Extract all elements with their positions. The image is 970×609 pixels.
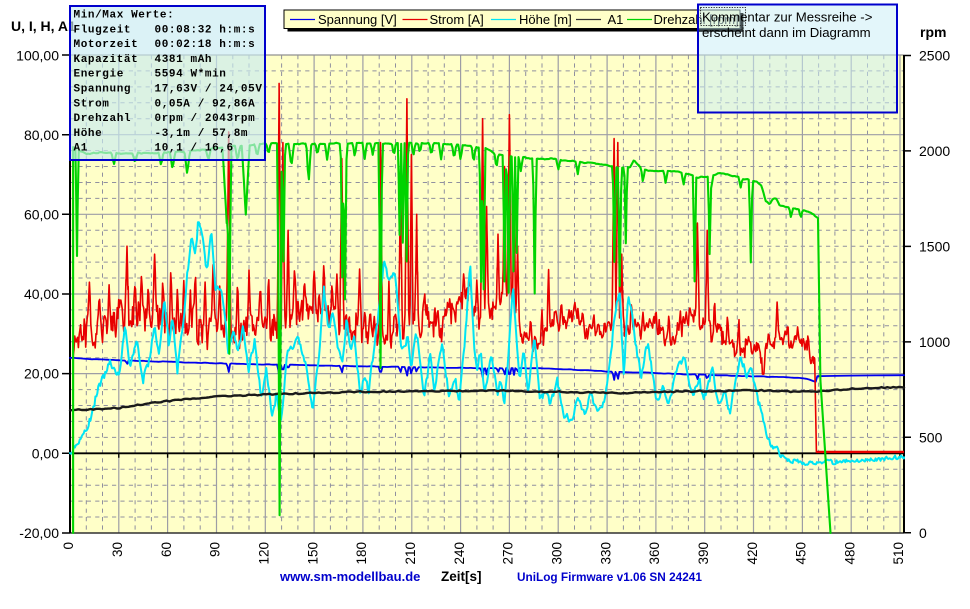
svg-text:30: 30 (110, 542, 125, 557)
svg-text:360: 360 (647, 542, 662, 565)
svg-text:A1: A1 (74, 143, 88, 155)
svg-text:480: 480 (842, 542, 857, 565)
svg-text:00:08:32 h:m:s: 00:08:32 h:m:s (155, 24, 256, 36)
svg-text:210: 210 (403, 542, 418, 565)
svg-text:60: 60 (159, 542, 174, 557)
svg-text:Spannung: Spannung (74, 84, 132, 96)
svg-text:Flugzeit: Flugzeit (74, 24, 132, 36)
svg-text:Kommentar zur Messreihe ->: Kommentar zur Messreihe -> (702, 10, 873, 25)
svg-text:Höhe [m]: Höhe [m] (519, 12, 572, 27)
svg-text:Zeit[s]: Zeit[s] (441, 569, 482, 584)
svg-text:-20,00: -20,00 (19, 525, 59, 541)
svg-text:390: 390 (696, 542, 711, 565)
svg-text:80,00: 80,00 (24, 127, 59, 143)
svg-text:2000: 2000 (919, 143, 950, 159)
svg-text:Motorzeit: Motorzeit (74, 39, 139, 51)
svg-text:Min/Max Werte:: Min/Max Werte: (74, 10, 175, 22)
svg-text:U, I, H, A1: U, I, H, A1 (11, 18, 76, 34)
svg-text:2500: 2500 (919, 48, 950, 64)
svg-text:100,00: 100,00 (16, 47, 59, 63)
svg-text:0rpm / 2043rpm: 0rpm / 2043rpm (155, 113, 256, 125)
svg-text:420: 420 (745, 542, 760, 565)
svg-text:510: 510 (891, 542, 906, 565)
svg-text:10,1 / 16,6: 10,1 / 16,6 (155, 143, 234, 155)
svg-text:Energie: Energie (74, 69, 124, 81)
svg-text:00:02:18 h:m:s: 00:02:18 h:m:s (155, 39, 256, 51)
svg-text:120: 120 (257, 542, 272, 565)
svg-text:90: 90 (208, 542, 223, 557)
svg-text:450: 450 (794, 542, 809, 565)
svg-text:Strom [A]: Strom [A] (430, 12, 484, 27)
svg-text:1500: 1500 (919, 238, 950, 254)
svg-text:-3,1m / 57,8m: -3,1m / 57,8m (155, 128, 249, 140)
svg-text:0,00: 0,00 (32, 445, 59, 461)
svg-text:Höhe: Höhe (74, 128, 103, 140)
svg-text:40,00: 40,00 (24, 286, 59, 302)
svg-text:erscheint dann im Diagramm: erscheint dann im Diagramm (702, 25, 871, 40)
svg-text:1000: 1000 (919, 334, 950, 350)
svg-text:0: 0 (61, 542, 76, 550)
svg-text:Kapazität: Kapazität (74, 54, 139, 66)
svg-text:17,63V / 24,05V: 17,63V / 24,05V (155, 84, 263, 96)
svg-text:270: 270 (501, 542, 516, 565)
svg-text:Drehzahl: Drehzahl (74, 113, 132, 125)
svg-text:20,00: 20,00 (24, 366, 59, 382)
svg-text:A1: A1 (608, 12, 624, 27)
svg-text:www.sm-modellbau.de: www.sm-modellbau.de (279, 569, 420, 584)
svg-text:0,05A / 92,86A: 0,05A / 92,86A (155, 98, 256, 110)
svg-text:UniLog Firmware v1.06 SN 24241: UniLog Firmware v1.06 SN 24241 (517, 570, 702, 584)
svg-text:180: 180 (354, 542, 369, 565)
svg-text:Spannung [V]: Spannung [V] (318, 12, 397, 27)
svg-text:330: 330 (598, 542, 613, 565)
svg-text:60,00: 60,00 (24, 207, 59, 223)
svg-text:4381 mAh: 4381 mAh (155, 54, 213, 66)
svg-text:Strom: Strom (74, 98, 110, 110)
svg-text:240: 240 (452, 542, 467, 565)
svg-text:rpm: rpm (920, 24, 946, 40)
svg-text:0: 0 (919, 525, 927, 541)
svg-text:150: 150 (305, 542, 320, 565)
svg-text:300: 300 (550, 542, 565, 565)
svg-text:500: 500 (919, 429, 943, 445)
svg-text:5594 W*min: 5594 W*min (155, 69, 227, 81)
